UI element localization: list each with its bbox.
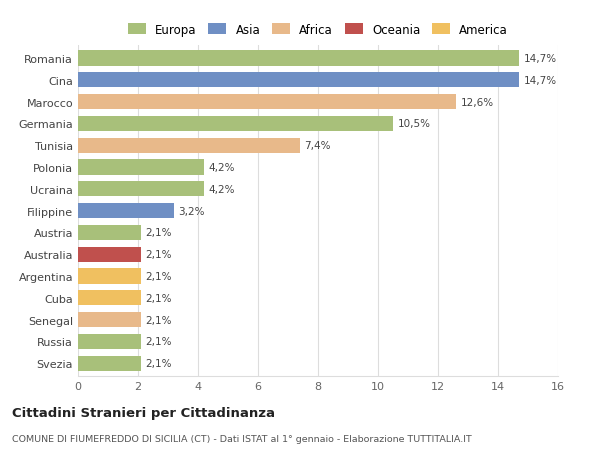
Bar xyxy=(78,247,141,262)
Text: 4,2%: 4,2% xyxy=(209,162,235,173)
Bar xyxy=(78,269,141,284)
Text: 2,1%: 2,1% xyxy=(146,293,172,303)
Bar xyxy=(78,117,393,132)
Bar xyxy=(78,312,141,327)
Legend: Europa, Asia, Africa, Oceania, America: Europa, Asia, Africa, Oceania, America xyxy=(128,24,508,37)
Bar xyxy=(78,291,141,306)
Text: COMUNE DI FIUMEFREDDO DI SICILIA (CT) - Dati ISTAT al 1° gennaio - Elaborazione : COMUNE DI FIUMEFREDDO DI SICILIA (CT) - … xyxy=(12,434,472,443)
Text: 2,1%: 2,1% xyxy=(146,358,172,368)
Bar xyxy=(78,160,204,175)
Bar xyxy=(78,203,174,219)
Text: 2,1%: 2,1% xyxy=(146,315,172,325)
Text: 7,4%: 7,4% xyxy=(305,141,331,151)
Bar xyxy=(78,51,519,67)
Text: 10,5%: 10,5% xyxy=(398,119,431,129)
Text: 4,2%: 4,2% xyxy=(209,185,235,195)
Bar xyxy=(78,182,204,197)
Text: 14,7%: 14,7% xyxy=(523,76,557,86)
Bar xyxy=(78,356,141,371)
Text: 2,1%: 2,1% xyxy=(146,271,172,281)
Text: 2,1%: 2,1% xyxy=(146,250,172,260)
Bar xyxy=(78,225,141,241)
Bar xyxy=(78,334,141,349)
Text: Cittadini Stranieri per Cittadinanza: Cittadini Stranieri per Cittadinanza xyxy=(12,406,275,419)
Text: 2,1%: 2,1% xyxy=(146,228,172,238)
Text: 12,6%: 12,6% xyxy=(461,97,494,107)
Bar xyxy=(78,95,456,110)
Text: 2,1%: 2,1% xyxy=(146,336,172,347)
Bar xyxy=(78,73,519,88)
Text: 14,7%: 14,7% xyxy=(523,54,557,64)
Text: 3,2%: 3,2% xyxy=(179,206,205,216)
Bar xyxy=(78,138,300,153)
